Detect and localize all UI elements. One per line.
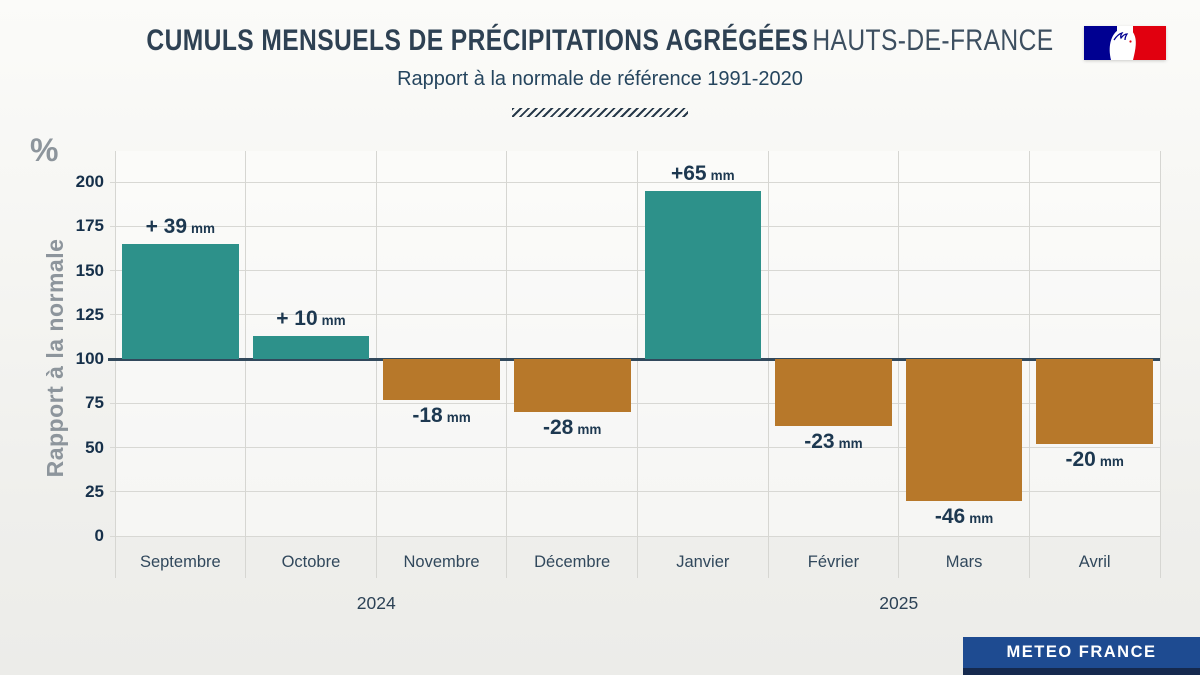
month-label-4: Janvier <box>676 553 730 571</box>
bar-value-number: -18 <box>412 403 443 427</box>
category-boundary-4 <box>637 151 638 578</box>
year-label-2025: 2025 <box>879 593 919 613</box>
month-label-1: Octobre <box>281 553 341 571</box>
y-tick-label-0: 0 <box>94 526 104 545</box>
bar-value-unit: mm <box>710 167 735 183</box>
bar-value-unit: mm <box>577 422 602 438</box>
bar-value-label-7: -20 mm <box>1036 447 1153 475</box>
bar-value-number: + 10 <box>276 306 318 330</box>
y-tick-label-100: 100 <box>75 349 104 368</box>
bar-month-3 <box>513 359 631 413</box>
bar-value-number: -28 <box>543 416 574 440</box>
decorative-hatch-divider <box>512 108 688 117</box>
bar-month-5 <box>775 359 892 427</box>
y-tick-label-200: 200 <box>75 172 104 191</box>
category-boundary-8 <box>1159 151 1161 578</box>
title-region-name: HAUTS-DE-FRANCE <box>812 24 1054 57</box>
bar-value-number: -46 <box>934 504 966 528</box>
y-tick-label-150: 150 <box>75 260 104 280</box>
gridline-200 <box>110 181 1160 183</box>
bar-value-label-2: -18 mm <box>383 403 500 431</box>
category-boundary-1 <box>245 151 247 578</box>
bar-value-label-5: -23 mm <box>775 429 892 457</box>
bar-value-number: -23 <box>804 430 835 454</box>
month-label-0: Septembre <box>139 553 221 571</box>
month-label-6: Mars <box>945 553 983 571</box>
meteo-france-label: METEO FRANCE <box>1006 643 1157 661</box>
bar-value-label-4: +65 mm <box>645 161 762 189</box>
gridline-125 <box>110 314 1160 316</box>
y-tick-label-25: 25 <box>85 481 104 501</box>
bar-value-unit: mm <box>191 220 216 236</box>
bar-month-7 <box>1036 359 1153 444</box>
category-boundary-0 <box>114 151 116 578</box>
bar-value-unit: mm <box>1099 453 1124 469</box>
page-title: CUMULS MENSUELS DE PRÉCIPITATIONS AGRÉGÉ… <box>108 24 1092 58</box>
bar-value-unit: mm <box>969 510 994 526</box>
baseline-normal <box>108 357 1160 361</box>
month-label-7: Avril <box>1078 553 1111 571</box>
bar-value-label-3: -28 mm <box>514 415 631 443</box>
bar-month-2 <box>383 359 500 400</box>
y-tick-label-75: 75 <box>85 393 104 413</box>
gridline-150 <box>110 270 1160 271</box>
gridline-25 <box>110 491 1160 493</box>
bar-month-0 <box>122 243 239 359</box>
bar-value-label-6: -46 mm <box>906 504 1023 532</box>
title-main: CUMULS MENSUELS DE PRÉCIPITATIONS AGRÉGÉ… <box>146 24 809 57</box>
month-label-5: Février <box>807 553 860 571</box>
category-boundary-5 <box>767 151 769 578</box>
bar-value-label-0: + 39 mm <box>122 214 239 242</box>
bar-month-1 <box>252 335 370 359</box>
category-boundary-2 <box>375 151 377 578</box>
meteo-france-logo: METEO FRANCE <box>963 637 1200 675</box>
subtitle: Rapport à la normale de référence 1991-2… <box>397 68 803 90</box>
month-label-2: Novembre <box>403 553 480 571</box>
bar-value-unit: mm <box>838 436 863 452</box>
bar-value-unit: mm <box>321 312 346 328</box>
y-tick-label-175: 175 <box>75 216 104 236</box>
category-boundary-6 <box>898 151 900 578</box>
y-axis-unit: % <box>30 132 59 168</box>
y-tick-label-50: 50 <box>85 437 104 457</box>
year-label-2024: 2024 <box>356 593 396 613</box>
gridline-175 <box>110 225 1160 227</box>
gridline-0 <box>110 535 1160 537</box>
month-label-3: Décembre <box>534 553 611 571</box>
bar-month-4 <box>644 190 762 359</box>
category-boundary-3 <box>506 151 508 578</box>
category-boundary-7 <box>1028 151 1030 578</box>
bar-value-number: -20 <box>1065 447 1096 471</box>
republique-francaise-logo <box>1084 26 1166 60</box>
bar-value-number: + 39 <box>145 214 188 238</box>
gridline-75 <box>110 402 1160 404</box>
bar-value-label-1: + 10 mm <box>253 306 370 334</box>
bar-value-unit: mm <box>446 409 471 425</box>
bar-value-number: +65 <box>670 161 707 185</box>
y-tick-label-125: 125 <box>75 304 104 324</box>
gridline-50 <box>110 447 1160 448</box>
bar-month-6 <box>905 359 1023 501</box>
